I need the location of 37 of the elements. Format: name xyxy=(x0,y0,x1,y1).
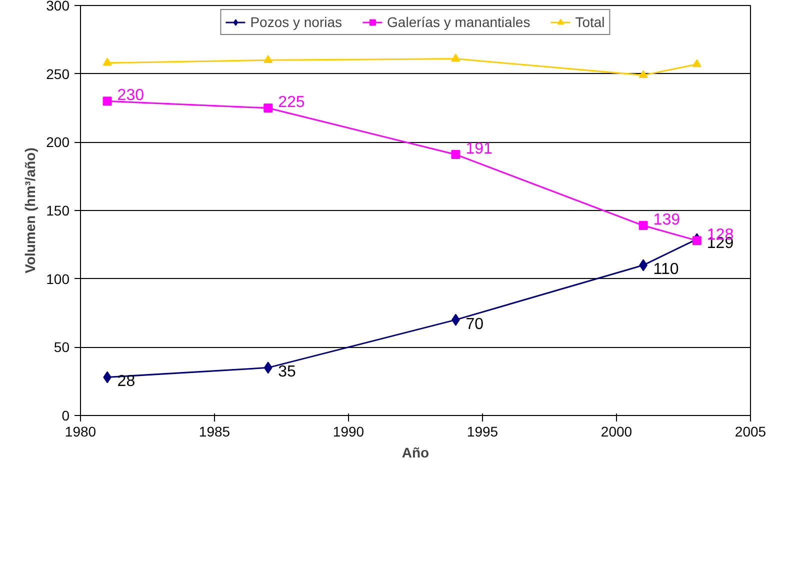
legend-label: Pozos y norias xyxy=(250,14,342,30)
x-tick-label: 1980 xyxy=(64,424,96,440)
data-label: 139 xyxy=(653,212,680,229)
y-tick-label: 150 xyxy=(46,202,70,218)
data-label: 225 xyxy=(278,94,305,111)
data-label: 230 xyxy=(117,87,144,104)
x-tick-label: 1995 xyxy=(466,424,498,440)
point xyxy=(638,70,648,78)
legend-label: Galerías y manantiales xyxy=(387,14,530,30)
legend-label: Total xyxy=(575,14,605,30)
y-tick-label: 0 xyxy=(62,408,70,424)
point xyxy=(638,221,648,230)
y-tick-label: 200 xyxy=(46,134,70,150)
point xyxy=(692,236,702,246)
x-tick-label: 1990 xyxy=(332,424,364,440)
y-tick-label: 250 xyxy=(46,66,70,82)
data-label: 110 xyxy=(653,261,679,278)
y-axis-title: Volumen (hm³/año) xyxy=(22,148,38,274)
data-label: 191 xyxy=(466,140,492,158)
point xyxy=(264,362,272,374)
point xyxy=(102,96,112,106)
point xyxy=(264,104,273,112)
y-tick-label: 50 xyxy=(54,339,70,356)
point xyxy=(451,150,460,159)
x-tick-label: 2000 xyxy=(600,424,632,440)
x-axis-title: Año xyxy=(402,444,430,460)
point xyxy=(264,55,273,63)
data-label: 28 xyxy=(117,373,136,390)
data-label: 70 xyxy=(466,316,484,333)
data-label: 35 xyxy=(278,364,296,381)
point xyxy=(692,59,702,68)
x-tick-label: 2005 xyxy=(734,424,766,440)
x-tick-label: 1985 xyxy=(198,424,230,440)
y-tick-label: 300 xyxy=(46,0,70,14)
point xyxy=(451,54,460,62)
point xyxy=(102,58,112,66)
y-tick-label: 100 xyxy=(46,270,70,287)
